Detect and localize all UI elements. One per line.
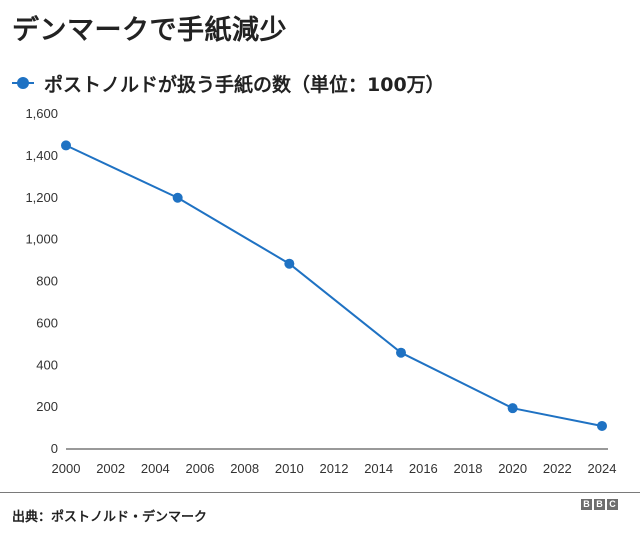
legend-marker-icon [12,76,34,90]
data-point [396,347,406,358]
x-tick-label: 2018 [454,461,483,476]
legend-label: ポストノルドが扱う手紙の数（単位：100万） [44,73,445,96]
footer-divider [0,492,640,493]
x-tick-label: 2008 [230,461,259,476]
bbc-logo-block: B [594,499,605,510]
x-axis-ticks: 2000 2002 2004 2006 2008 2010 2012 2014 2016 2018… [52,461,617,476]
x-tick-label: 2000 [52,461,81,476]
chart-title: デンマークで手紙減少 [12,15,287,46]
y-tick-label: 1,000 [25,232,58,247]
x-tick-label: 2024 [588,461,617,476]
bbc-logo-block: C [607,499,618,510]
bbc-logo: B B C [581,499,618,510]
data-point [284,258,295,269]
x-tick-label: 2010 [275,461,304,476]
data-point [597,420,607,431]
x-tick-label: 2006 [186,461,215,476]
data-point [172,192,183,203]
y-tick-label: 600 [36,315,58,330]
y-tick-label: 1,400 [25,148,58,163]
source-note: 出典：ポストノルド・デンマーク [12,510,208,525]
y-tick-label: 800 [36,274,58,289]
y-tick-label: 400 [36,357,58,372]
y-tick-label: 0 [51,441,58,456]
y-tick-label: 1,600 [25,106,58,121]
x-tick-label: 2014 [364,461,393,476]
x-tick-label: 2004 [141,461,170,476]
series-layer [61,140,607,431]
data-point [507,403,518,414]
y-tick-label: 200 [36,399,58,414]
x-tick-label: 2016 [409,461,438,476]
series-line [65,144,603,427]
x-tick-label: 2020 [498,461,527,476]
x-tick-label: 2022 [543,461,572,476]
y-axis-ticks: 0 200 400 600 800 1,000 1,200 1,400 1,600 [25,106,58,456]
x-tick-label: 2012 [320,461,349,476]
x-tick-label: 2002 [96,461,125,476]
bbc-logo-block: B [581,499,592,510]
y-tick-label: 1,200 [25,190,58,205]
data-point [61,140,71,151]
legend: ポストノルドが扱う手紙の数（単位：100万） [12,68,445,98]
